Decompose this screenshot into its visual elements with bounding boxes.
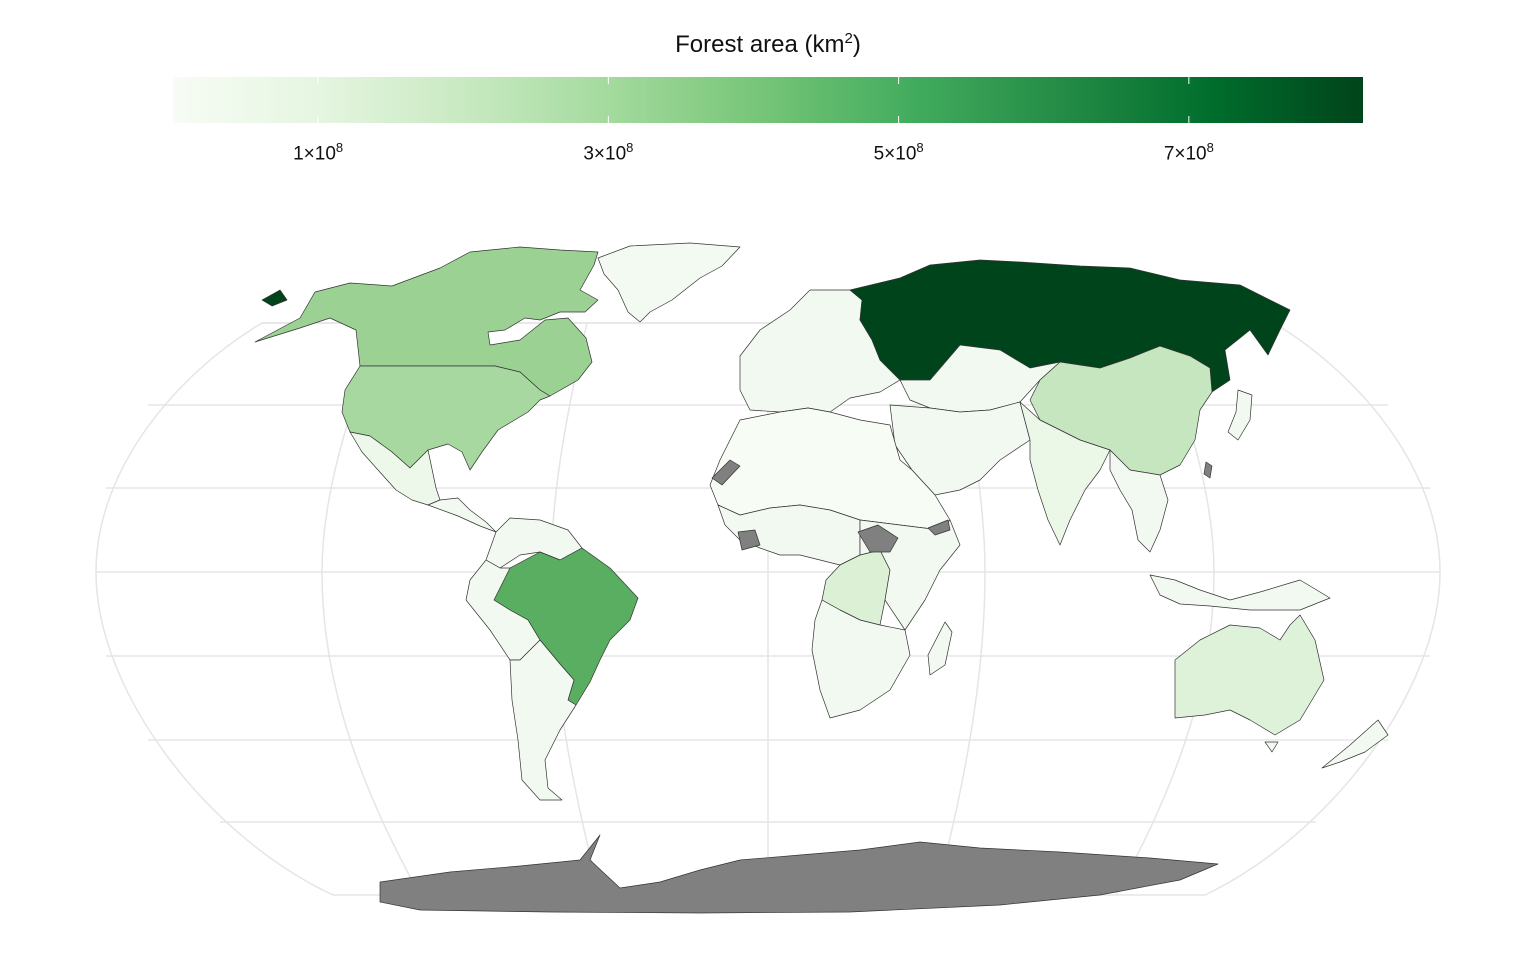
region-west-south-america	[465, 559, 541, 661]
region-dr-congo	[821, 549, 891, 626]
colorbar-ticks	[317, 77, 1190, 123]
tick-label-exponent: 8	[335, 140, 344, 155]
colorbar-gradient	[173, 77, 1363, 123]
tick-label-base: 7×10	[1163, 143, 1207, 165]
region-china	[1029, 345, 1213, 476]
legend-tick-labels: 1×108 3×108 5×108 7×108	[0, 140, 1536, 170]
tick-label-exponent: 8	[1206, 140, 1214, 155]
tick-label-exponent: 8	[626, 140, 634, 155]
graticule-lon-60w	[550, 322, 601, 896]
graticule-lon-120e	[1115, 322, 1215, 896]
region-southern-africa	[811, 599, 911, 719]
region-west-central-africa	[717, 504, 861, 566]
region-southern-south-america	[509, 639, 577, 801]
tick-label-base: 1×10	[293, 143, 336, 165]
graticule-lon-120w	[321, 322, 421, 896]
region-central-america	[427, 497, 497, 533]
tick-label-exponent: 8	[916, 140, 924, 155]
region-europe	[739, 289, 901, 413]
region-north-africa	[709, 407, 951, 531]
graticule-outline	[95, 322, 1441, 896]
region-australia	[1174, 614, 1325, 736]
region-south-sudan	[857, 524, 899, 553]
map-graticule	[95, 322, 1441, 896]
region-new-zealand	[1321, 719, 1389, 769]
tick-label-base: 5×10	[873, 143, 917, 165]
region-southeast-asia	[1109, 449, 1169, 553]
legend-tick-label: 3×108	[583, 140, 633, 165]
legend-tick-label: 5×108	[874, 140, 924, 165]
region-antarctica	[379, 834, 1219, 914]
legend-tick-label: 1×108	[293, 140, 343, 165]
region-ivory-coast	[737, 529, 761, 551]
legend-title-text: Forest area (km	[675, 31, 845, 58]
legend-title: Forest area (km2)	[0, 30, 1536, 59]
region-india	[1019, 401, 1111, 546]
legend-colorbar	[173, 77, 1363, 123]
legend-title-superscript: 2	[844, 30, 853, 47]
region-usa	[341, 365, 551, 471]
region-mexico	[349, 431, 441, 506]
region-taiwan	[1203, 461, 1213, 479]
legend-tick-label: 7×108	[1164, 140, 1214, 165]
region-canada	[254, 246, 599, 397]
region-alaska	[261, 289, 288, 307]
region-somaliland	[927, 519, 951, 536]
region-japan	[1227, 389, 1253, 441]
countries	[254, 242, 1389, 914]
region-tasmania	[1264, 741, 1279, 753]
region-indonesia	[1149, 574, 1331, 611]
region-greenland	[597, 242, 741, 323]
region-russia	[849, 259, 1291, 393]
graticule-lon-60e	[935, 322, 986, 896]
region-east-africa	[859, 519, 961, 631]
region-brazil	[493, 547, 639, 706]
region-northern-south-america	[485, 517, 583, 569]
region-central-asia	[899, 344, 1061, 413]
region-western-sahara	[711, 459, 741, 486]
tick-label-base: 3×10	[583, 143, 627, 165]
legend-title-close: )	[852, 31, 861, 58]
region-middle-east	[889, 401, 1031, 496]
region-madagascar	[927, 621, 953, 676]
